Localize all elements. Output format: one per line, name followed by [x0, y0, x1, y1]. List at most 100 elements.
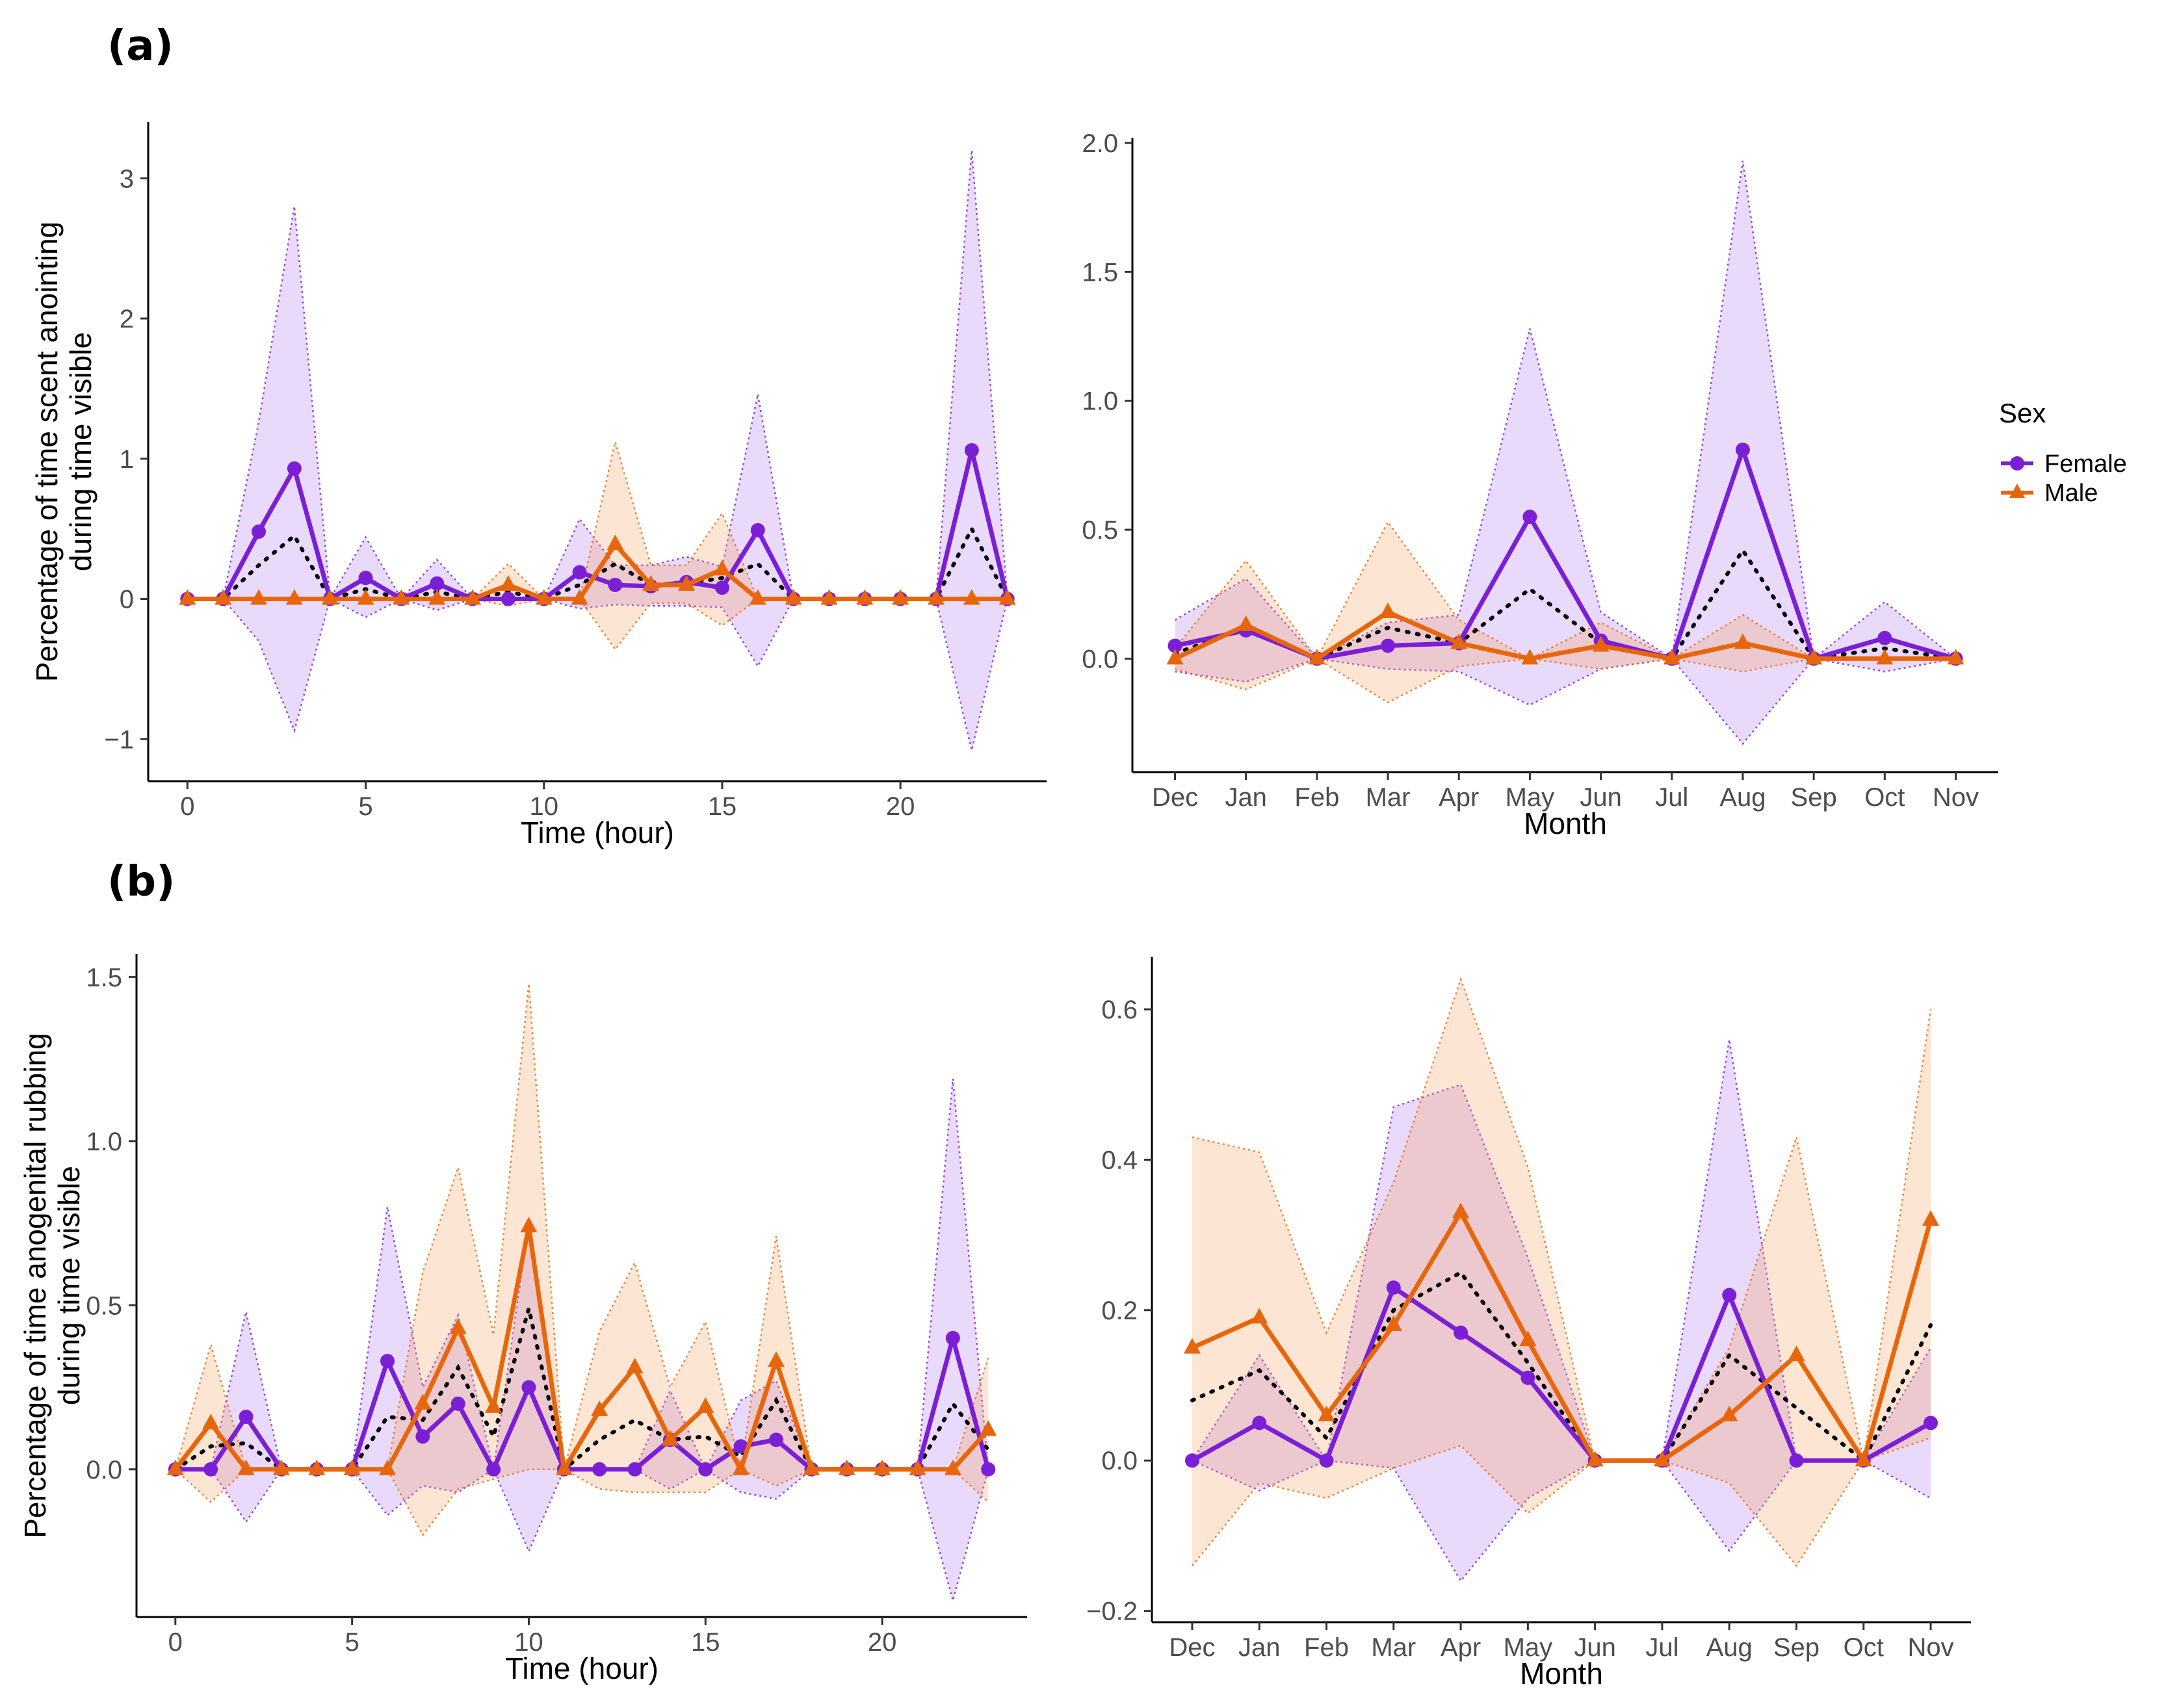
- point-female: [714, 580, 729, 595]
- point-male: [1788, 1345, 1805, 1362]
- point-female: [203, 1462, 218, 1477]
- point-male: [1318, 1405, 1335, 1421]
- point-male: [678, 575, 696, 591]
- point-male: [1308, 649, 1325, 665]
- point-male: [428, 589, 446, 605]
- x-tick-label: 15: [708, 792, 737, 821]
- legend-female-label: Female: [2044, 450, 2127, 478]
- mean-line: [173, 1308, 991, 1473]
- chart-a-hour: −1 0 1 2 3 0 5 10 15 20 Time (hour) Percentage of t…: [30, 122, 1047, 849]
- point-female: [287, 461, 302, 476]
- x-tick-label: 15: [691, 1628, 720, 1657]
- y-tick-label: 0: [120, 586, 134, 614]
- panel-label-a: (a): [107, 22, 174, 70]
- x-tick-label: 10: [529, 792, 558, 821]
- point-female: [769, 1432, 784, 1447]
- point-female: [486, 1462, 501, 1477]
- point-female: [1520, 1370, 1535, 1385]
- x-tick-label: Aug: [1719, 783, 1766, 812]
- point-male: [285, 589, 303, 605]
- point-male: [485, 1397, 502, 1413]
- ci-band-female: [187, 150, 1008, 751]
- y-axis-title: during time visible: [52, 1166, 86, 1405]
- point-male: [1855, 1451, 1872, 1467]
- y-tick-label: 1.5: [1082, 258, 1118, 287]
- point-male: [1166, 649, 1184, 665]
- series-line-male: [174, 1224, 990, 1472]
- series-line-male: [187, 541, 1008, 601]
- x-tick-label: 0: [168, 1628, 183, 1657]
- point-male: [661, 1430, 679, 1446]
- point-female: [1252, 1416, 1267, 1430]
- point-female: [592, 1462, 607, 1477]
- point-male: [378, 1459, 396, 1475]
- point-female: [964, 443, 979, 458]
- ci-band-female: [1192, 1039, 1931, 1581]
- point-male: [591, 1400, 608, 1416]
- point-female: [733, 1439, 748, 1454]
- panel-label-b: (b): [107, 858, 175, 906]
- point-male: [856, 589, 874, 605]
- y-tick-label: 1.0: [1082, 387, 1118, 416]
- x-tick-label: Mar: [1371, 1633, 1416, 1662]
- point-female: [1789, 1453, 1804, 1468]
- ci-lower-male: [174, 1468, 989, 1537]
- legend-item-male: Male: [2001, 480, 2098, 507]
- point-male: [357, 589, 374, 605]
- x-tick-label: Oct: [1864, 783, 1905, 812]
- ci-band-female: [175, 1078, 989, 1601]
- point-female: [415, 1429, 430, 1444]
- point-male: [250, 589, 268, 605]
- x-tick-label: 0: [180, 792, 194, 821]
- y-tick-label: 0.2: [1101, 1297, 1138, 1325]
- y-tick-label: 0.6: [1101, 996, 1138, 1024]
- point-male: [1922, 1210, 1940, 1226]
- x-tick-label: Feb: [1304, 1633, 1349, 1662]
- point-male: [1385, 1315, 1402, 1331]
- point-male: [1452, 1202, 1470, 1219]
- x-tick-label: Dec: [1152, 783, 1198, 812]
- x-tick-label: Jan: [1238, 1633, 1281, 1662]
- point-male: [927, 589, 945, 605]
- point-female: [608, 577, 623, 592]
- point-male: [555, 1459, 573, 1475]
- x-tick-label: Jun: [1574, 1633, 1616, 1662]
- x-axis-title: Time (hour): [505, 1651, 659, 1685]
- chart-b-month: −0.2 0.0 0.2 0.4 0.6 Dec Jan Feb Mar Apr May Jun Jul…: [1086, 957, 1971, 1690]
- series-line-female: [1191, 1285, 1932, 1463]
- chart-a-month: 0.0 0.5 1.0 1.5 2.0 Dec Jan Feb Mar Apr May Jun Jul A…: [1082, 129, 1998, 840]
- point-male: [785, 589, 802, 605]
- point-male: [179, 589, 196, 605]
- point-male: [1663, 649, 1680, 665]
- x-tick-label: Apr: [1441, 1633, 1481, 1662]
- x-tick-label: 10: [514, 1628, 543, 1657]
- point-male: [697, 1397, 714, 1413]
- point-female: [1168, 638, 1182, 653]
- x-axis-title: Month: [1520, 1657, 1603, 1690]
- point-male: [499, 575, 517, 591]
- x-tick-label: Nov: [1933, 783, 1979, 812]
- point-male: [1653, 1451, 1671, 1467]
- point-male: [449, 1318, 467, 1334]
- x-tick-label: 20: [886, 792, 915, 821]
- point-male: [1251, 1308, 1268, 1324]
- ci-band-male: [1175, 522, 1956, 703]
- point-female: [239, 1409, 254, 1424]
- x-tick-label: 5: [358, 792, 372, 821]
- y-tick-label: −0.2: [1086, 1598, 1138, 1626]
- point-male: [321, 589, 339, 605]
- point-male: [963, 589, 980, 605]
- point-male: [749, 589, 766, 605]
- point-male: [642, 575, 660, 591]
- point-male: [998, 589, 1016, 605]
- point-male: [1450, 633, 1468, 649]
- ci-lower-male: [1175, 657, 1956, 704]
- point-male: [732, 1459, 750, 1475]
- ci-band-male: [1192, 979, 1931, 1566]
- y-tick-label: 0.0: [1082, 645, 1118, 673]
- y-tick-label: 1: [120, 445, 134, 474]
- point-male: [838, 1459, 855, 1475]
- legend-female-marker: [2010, 456, 2024, 471]
- x-tick-label: Apr: [1439, 783, 1479, 812]
